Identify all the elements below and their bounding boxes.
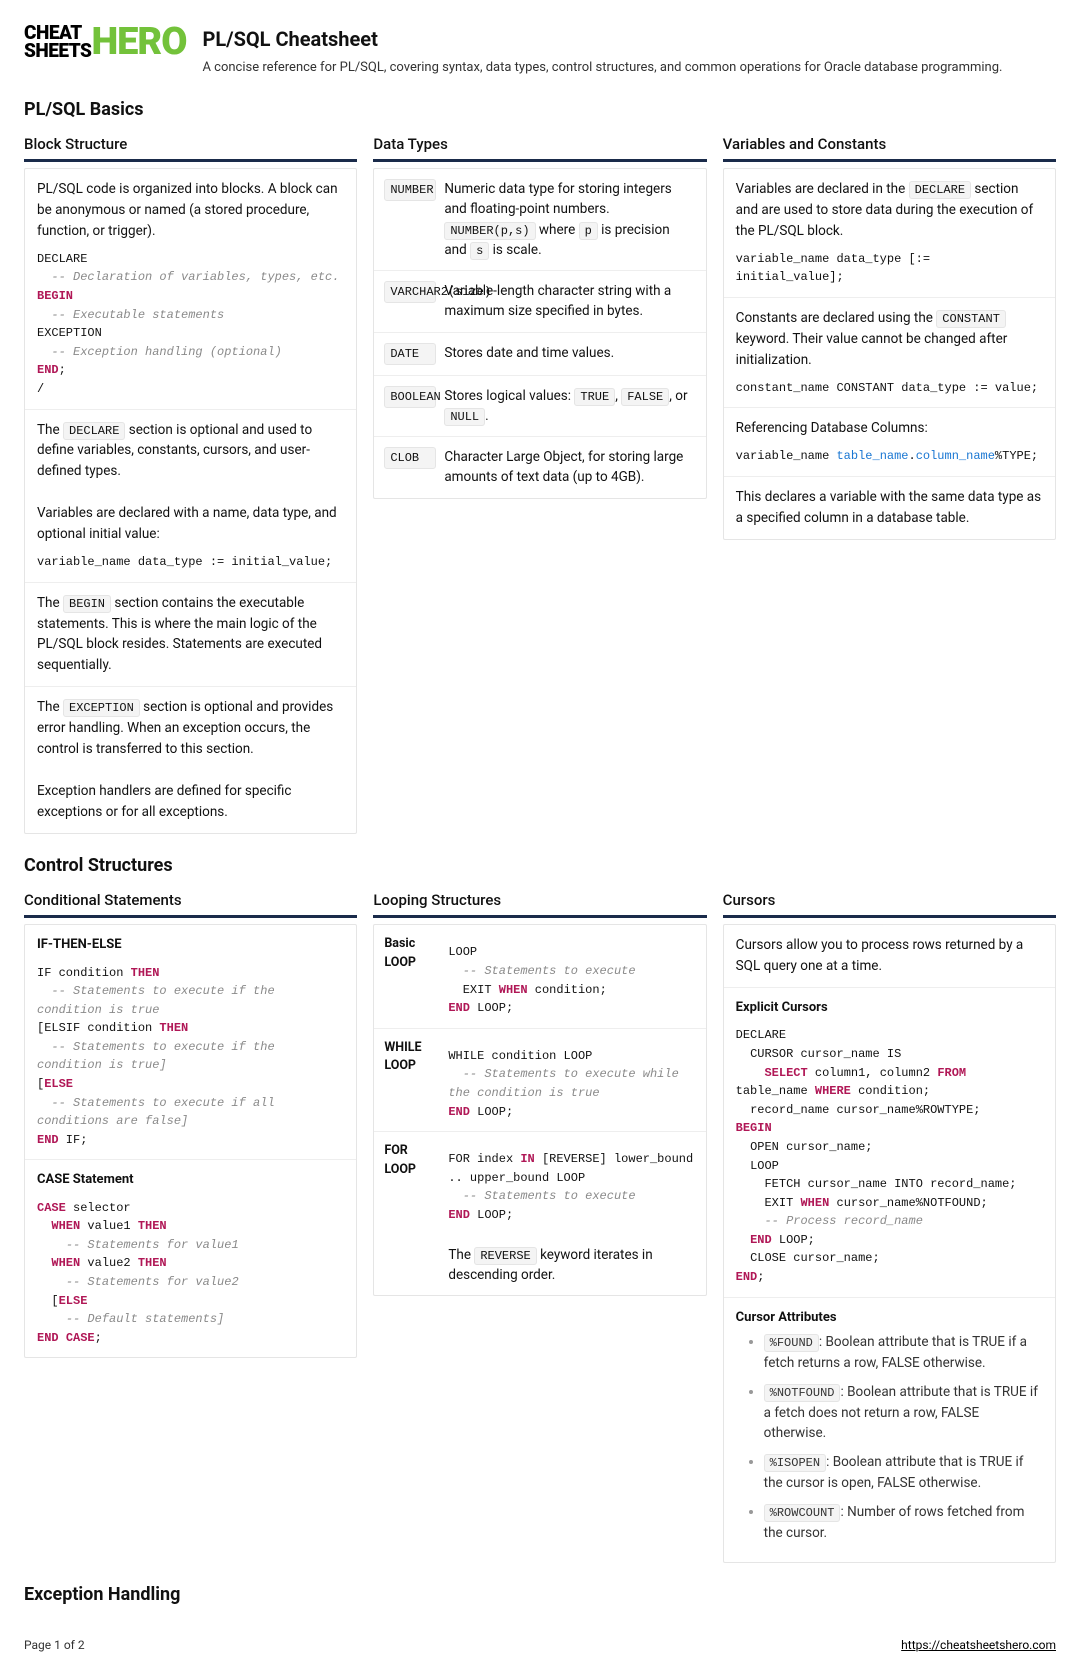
- type-row-boolean: BOOLEAN Stores logical values: TRUE, FAL…: [374, 376, 705, 438]
- code-p: p: [579, 222, 598, 240]
- col-block-structure: Block Structure PL/SQL code is organized…: [24, 133, 357, 834]
- logo-sheets: SHEETS: [24, 42, 91, 60]
- vars-constant-desc: Constants are declared using the CONSTAN…: [724, 298, 1055, 408]
- logo: CHEAT SHEETS HERO: [24, 24, 186, 60]
- conditional-title: Conditional Statements: [24, 889, 357, 919]
- code-clob: CLOB: [384, 447, 436, 469]
- block-begin-desc: The BEGIN section contains the executabl…: [25, 583, 356, 688]
- code-number: NUMBER: [384, 179, 436, 201]
- vars-declare-desc: Variables are declared in the DECLARE se…: [724, 169, 1055, 298]
- type-row-date: DATE Stores date and time values.: [374, 333, 705, 376]
- code-isopen: %ISOPEN: [764, 1454, 826, 1472]
- code-varchar: VARCHAR2(size): [384, 281, 436, 303]
- code-s: s: [470, 242, 489, 260]
- case-code: CASE selector WHEN value1 THEN -- Statem…: [37, 1199, 344, 1348]
- code-rowcount: %ROWCOUNT: [764, 1504, 841, 1522]
- case-statement: CASE Statement CASE selector WHEN value1…: [25, 1160, 356, 1357]
- code-numberps: NUMBER(p,s): [444, 222, 535, 240]
- data-types-title: Data Types: [373, 133, 706, 163]
- ref-col-code: variable_name table_name.column_name%TYP…: [736, 447, 1043, 466]
- var-decl-code: variable_name data_type := initial_value…: [37, 553, 344, 572]
- col-looping: Looping Structures Basic LOOP LOOP -- St…: [373, 889, 706, 1296]
- block-structure-code: DECLARE -- Declaration of variables, typ…: [37, 250, 344, 399]
- col-variables: Variables and Constants Variables are de…: [723, 133, 1056, 540]
- section-exception-heading: Exception Handling: [24, 1581, 1056, 1608]
- looping-title: Looping Structures: [373, 889, 706, 919]
- block-exception-desc: The EXCEPTION section is optional and pr…: [25, 687, 356, 833]
- attr-rowcount: %ROWCOUNT: Number of rows fetched from t…: [764, 1502, 1043, 1544]
- code-declare: DECLARE: [63, 422, 125, 440]
- if-code: IF condition THEN -- Statements to execu…: [37, 964, 344, 1150]
- code-constant: CONSTANT: [936, 310, 1006, 328]
- const-syntax-code: constant_name CONSTANT data_type := valu…: [736, 379, 1043, 398]
- page-footer: Page 1 of 2 https://cheatsheetshero.com: [24, 1636, 1056, 1654]
- code-exception: EXCEPTION: [63, 699, 140, 717]
- page-subtitle: A concise reference for PL/SQL, covering…: [202, 58, 1002, 78]
- code-begin: BEGIN: [63, 595, 111, 613]
- code-declare-2: DECLARE: [909, 181, 971, 199]
- cursors-title: Cursors: [723, 889, 1056, 919]
- page-number: Page 1 of 2: [24, 1636, 85, 1654]
- attr-isopen: %ISOPEN: Boolean attribute that is TRUE …: [764, 1452, 1043, 1494]
- page-title: PL/SQL Cheatsheet: [202, 24, 1002, 54]
- cursor-attributes: Cursor Attributes %FOUND: Boolean attrib…: [724, 1298, 1055, 1562]
- code-boolean: BOOLEAN: [384, 386, 436, 408]
- attr-found: %FOUND: Boolean attribute that is TRUE i…: [764, 1332, 1043, 1374]
- vars-ref-desc: Referencing Database Columns: variable_n…: [724, 408, 1055, 477]
- loop-while: WHILE LOOP WHILE condition LOOP -- State…: [374, 1029, 705, 1132]
- block-structure-title: Block Structure: [24, 133, 357, 163]
- col-data-types: Data Types NUMBER Numeric data type for …: [373, 133, 706, 499]
- code-date: DATE: [384, 343, 436, 365]
- footer-link[interactable]: https://cheatsheetshero.com: [901, 1636, 1056, 1654]
- code-true: TRUE: [574, 388, 615, 406]
- type-row-clob: CLOB Character Large Object, for storing…: [374, 437, 705, 498]
- vars-ref-explain: This declares a variable with the same d…: [724, 477, 1055, 539]
- loop-basic: Basic LOOP LOOP -- Statements to execute…: [374, 925, 705, 1028]
- block-intro: PL/SQL code is organized into blocks. A …: [25, 169, 356, 410]
- var-syntax-code: variable_name data_type [:= initial_valu…: [736, 250, 1043, 287]
- block-declare-desc: The DECLARE section is optional and used…: [25, 410, 356, 583]
- section-basics-heading: PL/SQL Basics: [24, 96, 1056, 123]
- logo-hero: HERO: [91, 24, 186, 60]
- col-conditional: Conditional Statements IF-THEN-ELSE IF c…: [24, 889, 357, 1358]
- code-false: FALSE: [621, 388, 669, 406]
- section-control-heading: Control Structures: [24, 852, 1056, 879]
- cursor-intro: Cursors allow you to process rows return…: [724, 925, 1055, 988]
- for-loop-code: FOR index IN [REVERSE] lower_bound .. up…: [448, 1150, 693, 1224]
- col-cursors: Cursors Cursors allow you to process row…: [723, 889, 1056, 1563]
- if-then-else: IF-THEN-ELSE IF condition THEN -- Statem…: [25, 925, 356, 1160]
- cursor-code: DECLARE CURSOR cursor_name IS SELECT col…: [736, 1026, 1043, 1286]
- attr-notfound: %NOTFOUND: Boolean attribute that is TRU…: [764, 1382, 1043, 1445]
- basic-loop-code: LOOP -- Statements to execute EXIT WHEN …: [448, 943, 693, 1017]
- loop-for: FOR LOOP FOR index IN [REVERSE] lower_bo…: [374, 1132, 705, 1295]
- code-found: %FOUND: [764, 1334, 819, 1352]
- code-notfound: %NOTFOUND: [764, 1384, 841, 1402]
- type-row-varchar: VARCHAR2(size) Variable-length character…: [374, 271, 705, 333]
- code-null: NULL: [444, 408, 485, 426]
- type-row-number: NUMBER Numeric data type for storing int…: [374, 169, 705, 271]
- while-loop-code: WHILE condition LOOP -- Statements to ex…: [448, 1047, 693, 1121]
- page-header: CHEAT SHEETS HERO PL/SQL Cheatsheet A co…: [24, 24, 1056, 78]
- code-reverse: REVERSE: [474, 1247, 536, 1265]
- variables-title: Variables and Constants: [723, 133, 1056, 163]
- explicit-cursors: Explicit Cursors DECLARE CURSOR cursor_n…: [724, 988, 1055, 1297]
